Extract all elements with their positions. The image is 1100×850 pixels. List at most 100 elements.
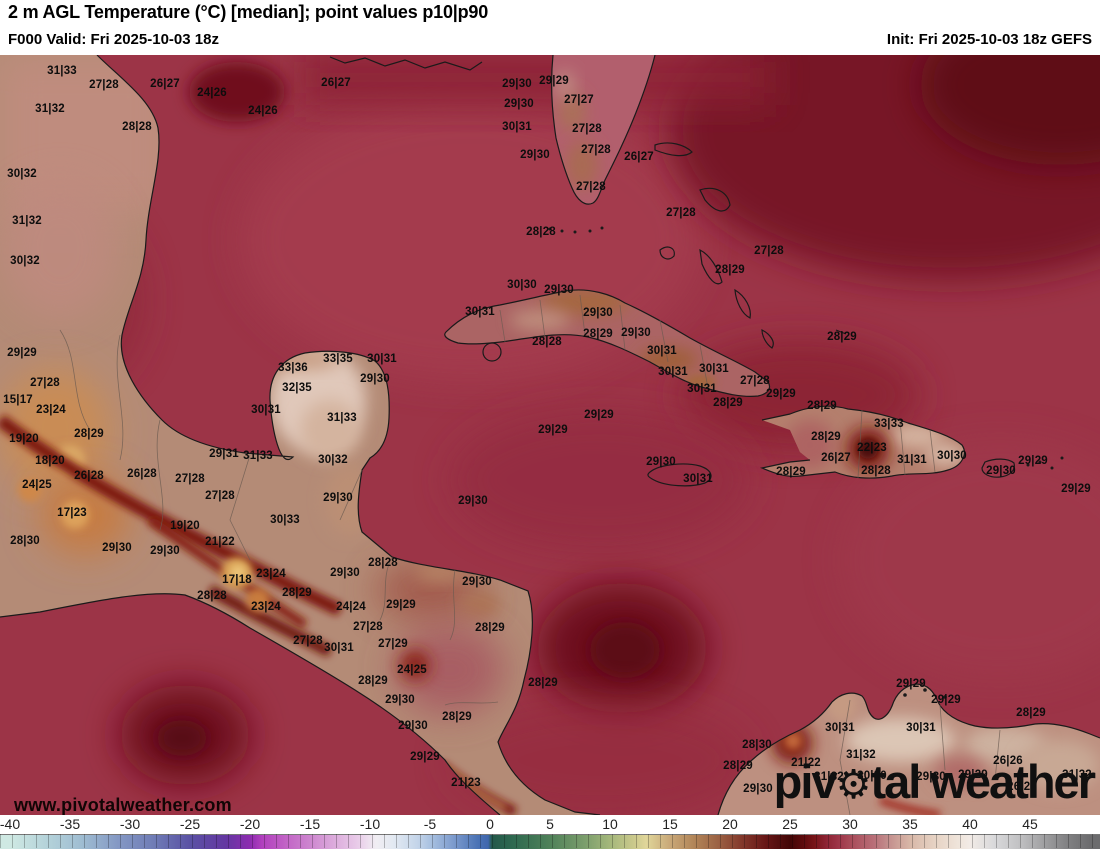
point-value: 21|23 — [451, 777, 481, 789]
point-value: 27|28 — [30, 377, 60, 389]
colorbar-ticks: -40 -35 -30 -25 -20 -15 -10 -5 0 5 10 15 20 25 30 35 40 4… — [0, 816, 1100, 832]
point-value: 31|33 — [243, 450, 273, 462]
colorbar-tick-label: 10 — [602, 816, 618, 832]
point-value: 29|29 — [896, 678, 926, 690]
point-value: 30|31 — [658, 366, 688, 378]
point-value: 29|30 — [323, 492, 353, 504]
point-value: 29|30 — [986, 465, 1016, 477]
point-value: 28|29 — [442, 711, 472, 723]
point-value: 29|30 — [458, 495, 488, 507]
point-value: 30|31 — [906, 722, 936, 734]
pivotal-weather-logo: piv⚙tal weather — [773, 755, 1096, 808]
point-value: 30|31 — [367, 353, 397, 365]
point-value: 31|33 — [327, 412, 357, 424]
point-value: 27|29 — [378, 638, 408, 650]
point-value: 29|29 — [766, 388, 796, 400]
point-value: 30|31 — [647, 345, 677, 357]
colorbar-tick-label: -10 — [359, 816, 381, 832]
colorbar-tick-label: 45 — [1022, 816, 1038, 832]
point-value: 26|28 — [127, 468, 157, 480]
point-value: 30|31 — [687, 383, 717, 395]
colorbar-tick-label: 35 — [902, 816, 918, 832]
point-value: 28|29 — [1016, 707, 1046, 719]
point-value: 29|30 — [102, 542, 132, 554]
point-value: 29|30 — [150, 545, 180, 557]
point-value: 29|30 — [360, 373, 390, 385]
point-value: 28|29 — [807, 400, 837, 412]
colorbar-tick-label: -5 — [423, 816, 437, 832]
point-value: 29|29 — [539, 75, 569, 87]
logo-text-left: piv — [773, 755, 838, 808]
point-value: 28|29 — [282, 587, 312, 599]
point-value: 31|31 — [897, 454, 927, 466]
point-value: 30|33 — [270, 514, 300, 526]
point-value: 28|28 — [861, 465, 891, 477]
point-value: 29|29 — [958, 769, 988, 781]
point-value: 27|28 — [353, 621, 383, 633]
point-value: 24|25 — [22, 479, 52, 491]
point-value: 24|26 — [248, 105, 278, 117]
point-value: 28|28 — [532, 336, 562, 348]
island-dots — [548, 226, 1064, 699]
point-value: 29|29 — [410, 751, 440, 763]
point-value: 30|31 — [251, 404, 281, 416]
colorbar-gradient — [0, 834, 1100, 849]
point-value: 30|32 — [318, 454, 348, 466]
colorbar: -40 -35 -30 -25 -20 -15 -10 -5 0 5 10 15 20 25 30 35 40 4… — [0, 815, 1100, 850]
point-value: 28|28 — [368, 557, 398, 569]
point-value: 29|30 — [504, 98, 534, 110]
point-value: 31|33 — [47, 65, 77, 77]
point-value: 29|30 — [621, 327, 651, 339]
point-value: 30|31 — [683, 473, 713, 485]
colorbar-tick-label: -40 — [0, 816, 21, 832]
point-value: 26|26 — [1007, 781, 1037, 793]
coastlines — [0, 54, 1100, 816]
point-value: 29|29 — [386, 599, 416, 611]
point-value: 29|29 — [931, 694, 961, 706]
point-value: 29|30 — [520, 149, 550, 161]
point-value: 29|31 — [209, 448, 239, 460]
point-value: 28|29 — [827, 331, 857, 343]
point-value: 30|30 — [937, 450, 967, 462]
point-value: 26|28 — [74, 470, 104, 482]
point-value: 23|24 — [36, 404, 66, 416]
point-value: 30|32 — [7, 168, 37, 180]
colorbar-tick-label: 5 — [546, 816, 554, 832]
point-value: 32|35 — [282, 382, 312, 394]
point-value: 27|28 — [175, 473, 205, 485]
point-value: 17|18 — [222, 574, 252, 586]
point-value: 28|29 — [475, 622, 505, 634]
point-value: 18|20 — [35, 455, 65, 467]
point-value: 29|29 — [7, 347, 37, 359]
colorbar-tick-label: 25 — [782, 816, 798, 832]
point-value: 33|33 — [874, 418, 904, 430]
point-value: 24|26 — [197, 87, 227, 99]
point-value: 19|20 — [170, 520, 200, 532]
colorbar-tick-label: -20 — [239, 816, 261, 832]
point-value: 29|29 — [538, 424, 568, 436]
point-value: 23|24 — [251, 601, 281, 613]
colorbar-tick-label: 30 — [842, 816, 858, 832]
point-value: 29|30 — [385, 694, 415, 706]
point-value: 27|28 — [740, 375, 770, 387]
point-value: 30|31 — [465, 306, 495, 318]
colorbar-tick-label: 40 — [962, 816, 978, 832]
point-value: 30|30 — [507, 279, 537, 291]
meta-bar: F000 Valid: Fri 2025-10-03 18z Init: Fri… — [0, 28, 1100, 55]
point-value: 29|29 — [1061, 483, 1091, 495]
point-value: 26|27 — [321, 77, 351, 89]
colorbar-tick-label: 0 — [486, 816, 494, 832]
point-value: 26|27 — [821, 452, 851, 464]
valid-time-label: F000 Valid: Fri 2025-10-03 18z — [8, 31, 219, 48]
page-title: 2 m AGL Temperature (°C) [median]; point… — [8, 2, 489, 22]
point-value: 26|26 — [993, 755, 1023, 767]
point-value: 28|29 — [583, 328, 613, 340]
point-value: 29|30 — [646, 456, 676, 468]
init-time-label: Init: Fri 2025-10-03 18z GEFS — [886, 31, 1092, 48]
point-value: 28|30 — [10, 535, 40, 547]
point-value: 33|36 — [278, 362, 308, 374]
watermark: www.pivotalweather.com — [14, 795, 232, 815]
point-value: 27|28 — [89, 79, 119, 91]
